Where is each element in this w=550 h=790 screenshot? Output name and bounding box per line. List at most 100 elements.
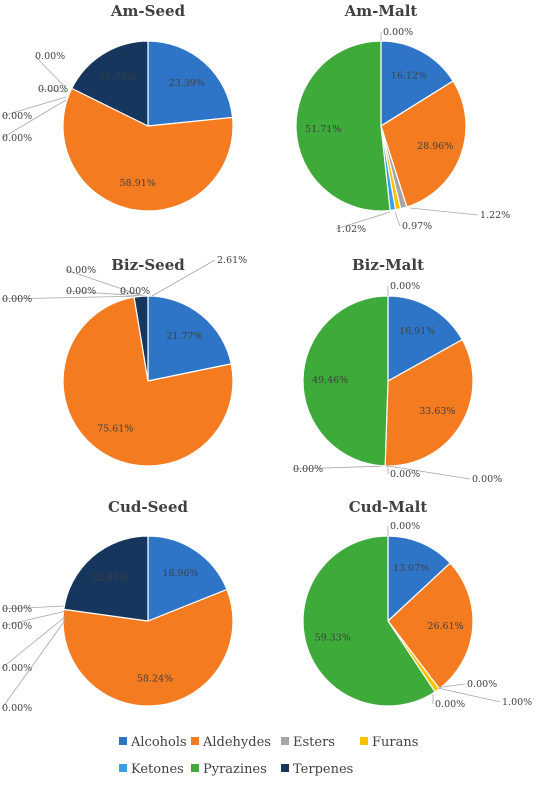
data-label-furans: 0.00%	[66, 286, 96, 297]
pie-slice-alcohols	[387, 295, 464, 383]
data-label-esters: 1.22%	[480, 210, 510, 221]
data-label-terpenes: 22.81%	[92, 572, 128, 583]
leader-line-furans	[437, 687, 501, 703]
data-label-ketones: 0.00%	[2, 294, 32, 305]
legend-swatch-aldehydes	[191, 737, 199, 745]
pie-chart-am-malt: Am-Malt 16.12% 28.96% 1.22% 0.97% 1.02% 51.71%…	[295, 2, 510, 235]
pie-slice-aldehydes	[62, 87, 234, 212]
pie-slice-aldehydes	[62, 588, 234, 707]
leader-line-ketones	[1, 615, 67, 669]
pie-slice-terpenes	[70, 40, 149, 127]
pie-slice-aldehydes	[384, 338, 474, 467]
data-label-esters: 0.00%	[2, 604, 32, 615]
data-label-alcohols: 13.07%	[393, 563, 429, 574]
data-label-aldehydes: 33.63%	[419, 406, 455, 417]
data-label-terpenes: 0.00%	[390, 521, 420, 532]
pie-slice-alcohols	[147, 295, 232, 382]
legend-swatch-furans	[360, 737, 368, 745]
data-label-ketones: 0.00%	[435, 699, 465, 710]
leader-line-esters	[65, 269, 144, 297]
leader-line-furans	[37, 88, 67, 93]
leader-line-esters	[409, 207, 479, 216]
pie-slice-alcohols	[380, 40, 454, 128]
chart-title: Biz-Malt	[352, 256, 424, 274]
legend-swatch-terpenes	[281, 764, 289, 772]
data-label-aldehydes: 58.91%	[120, 178, 156, 189]
pie-chart-cud-malt: Cud-Malt 13.07% 26.61% 0.00% 1.00% 0.00% 59.33…	[302, 498, 532, 710]
leader-line-esters	[1, 605, 67, 610]
legend-label-furans: Furans	[372, 735, 418, 750]
leader-line-furans	[394, 211, 401, 227]
legend-label-pyrazines: Pyrazines	[203, 762, 267, 777]
data-label-terpenes: 2.61%	[217, 255, 247, 266]
legend-swatch-pyrazines	[191, 764, 199, 772]
data-label-aldehydes: 58.24%	[137, 673, 173, 684]
data-label-esters: 0.00%	[467, 679, 497, 690]
pie-slice-terpenes	[63, 535, 149, 622]
leader-line-furans	[1, 610, 67, 627]
data-label-pyrazines: 49.46%	[312, 375, 348, 386]
data-label-aldehydes: 75.61%	[97, 424, 133, 435]
chart-title: Am-Seed	[110, 2, 186, 20]
pie-slice-alcohols	[387, 535, 452, 623]
data-label-alcohols: 16.91%	[399, 326, 435, 337]
data-label-terpenes: 0.00%	[383, 27, 413, 38]
leader-line-pyrazines	[1, 99, 67, 139]
data-label-pyrazines: 59.33%	[315, 633, 351, 644]
data-label-alcohols: 23.39%	[169, 78, 205, 89]
pie-slice-alcohols	[147, 40, 234, 127]
pie-slice-pyrazines	[295, 40, 391, 212]
data-label-terpenes: 17.70%	[99, 72, 135, 83]
leader-line-ketones	[1, 295, 147, 300]
legend-label-terpenes: Terpenes	[293, 762, 353, 777]
pie-chart-biz-seed: Biz-Seed 21.77% 75.61% 0.00% 0.00% 0.00% 0.00%…	[1, 255, 247, 467]
data-label-alcohols: 18.96%	[162, 568, 198, 579]
leader-line-esters	[34, 55, 67, 89]
chart-title: Am-Malt	[344, 2, 418, 20]
leader-line-terpenes	[151, 259, 216, 297]
pie-slice-alcohols	[147, 535, 228, 622]
data-label-ketones: 0.00%	[2, 663, 32, 674]
data-label-pyrazines: 0.00%	[120, 286, 150, 297]
data-label-ketones: 0.00%	[2, 111, 32, 122]
pie-chart-cud-seed: Cud-Seed 18.96% 58.24% 0.00% 0.00% 0.00% 0.00%…	[1, 498, 234, 714]
data-label-ketones: 1.02%	[336, 224, 366, 235]
chart-title: Cud-Seed	[108, 498, 188, 516]
data-label-alcohols: 16.12%	[391, 70, 427, 81]
data-label-aldehydes: 28.96%	[417, 141, 453, 152]
pie-slice-aldehydes	[380, 80, 467, 208]
pie-chart-biz-malt: Biz-Malt 16.91% 33.63% 0.00% 0.00% 0.00% 49.46…	[292, 256, 502, 485]
legend-label-esters: Esters	[293, 735, 335, 750]
data-label-pyrazines: 0.00%	[2, 133, 32, 144]
data-label-esters: 0.00%	[66, 265, 96, 276]
legend-label-aldehydes: Aldehydes	[202, 735, 271, 750]
data-label-furans: 0.00%	[38, 84, 68, 95]
data-label-alcohols: 21.77%	[166, 331, 202, 342]
legend-label-ketones: Ketones	[131, 762, 184, 777]
leader-line-furans	[65, 290, 146, 297]
pie-slice-aldehydes	[387, 562, 474, 690]
leader-line-esters	[434, 683, 466, 689]
chart-title: Biz-Seed	[111, 256, 185, 274]
leader-line-esters	[387, 465, 471, 480]
pie-slice-terpenes	[133, 295, 149, 382]
leader-line-pyrazines	[119, 290, 148, 297]
data-label-pyrazines: 51.71%	[305, 124, 341, 135]
data-label-esters: 0.00%	[472, 474, 502, 485]
data-label-furans: 0.00%	[2, 621, 32, 632]
data-label-furans: 0.00%	[390, 469, 420, 480]
pie-slice-pyrazines	[302, 535, 436, 707]
data-label-ketones: 0.00%	[293, 464, 323, 475]
data-label-furans: 0.97%	[402, 221, 432, 232]
legend-label-alcohols: Alcohols	[130, 735, 187, 750]
legend-swatch-esters	[281, 737, 289, 745]
data-label-furans: 1.00%	[502, 697, 532, 708]
data-label-esters: 0.00%	[35, 51, 65, 62]
legend: Alcohols Aldehydes Esters Furans Ketones Pyra…	[119, 735, 418, 777]
data-label-pyrazines: 0.00%	[2, 703, 32, 714]
leader-line-ketones	[1, 96, 67, 117]
pie-slice-pyrazines	[302, 295, 389, 467]
data-label-terpenes: 0.00%	[390, 281, 420, 292]
leader-line-ketones	[335, 211, 391, 230]
leader-line-pyrazines	[1, 618, 67, 709]
